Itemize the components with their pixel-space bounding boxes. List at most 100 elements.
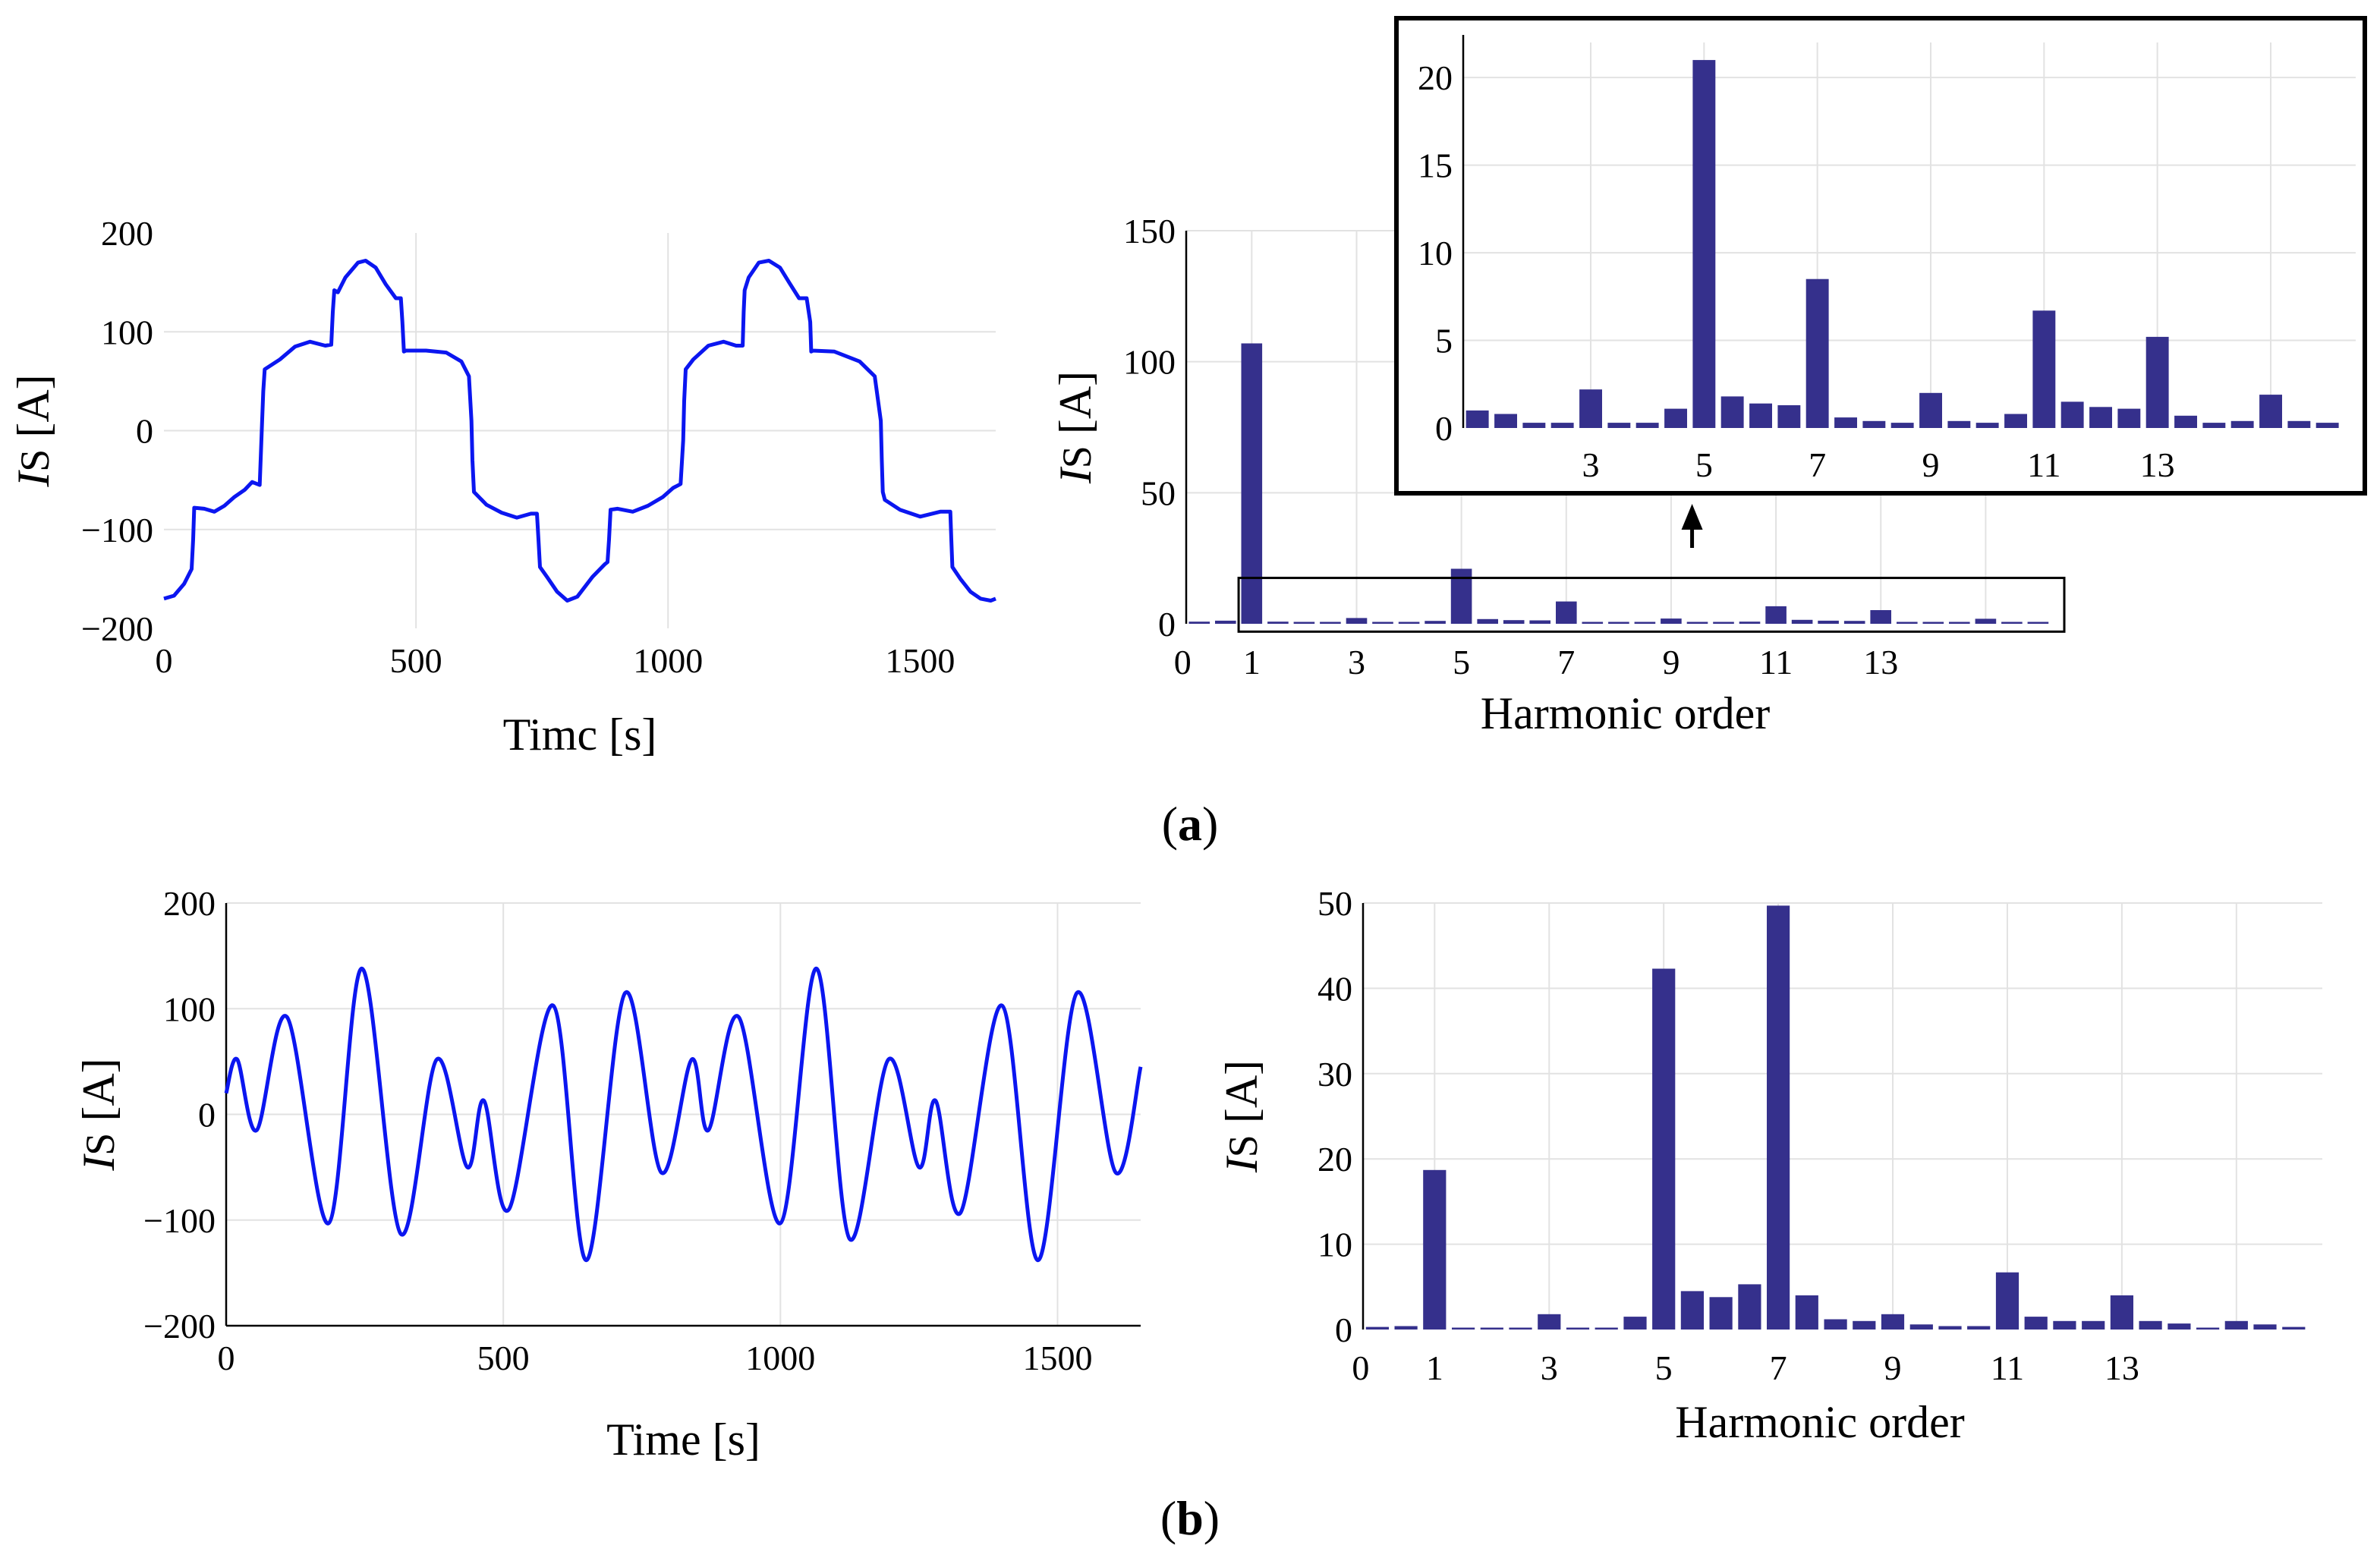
bar <box>1582 622 1604 624</box>
x-tick-label: 5 <box>1655 1348 1673 1387</box>
bar <box>1398 622 1420 624</box>
bar <box>1346 618 1368 624</box>
bar <box>1267 622 1289 624</box>
y-tick-label: 15 <box>1418 146 1453 185</box>
bar <box>2027 622 2049 624</box>
y-axis-label: IS [A] <box>1050 371 1100 484</box>
bar <box>1293 622 1315 624</box>
x-tick-label: 500 <box>390 641 442 680</box>
bar <box>2053 1320 2076 1330</box>
bar <box>1975 618 1997 624</box>
y-tick-label: 50 <box>1141 474 1176 512</box>
bar <box>1749 403 1772 428</box>
y-tick-label: 30 <box>1318 1055 1352 1094</box>
y-tick-label: 100 <box>163 990 216 1028</box>
series-line-is <box>163 259 996 603</box>
x-tick-label: 7 <box>1557 643 1575 681</box>
y-tick-label: 10 <box>1318 1226 1352 1264</box>
bar <box>1423 1169 1447 1330</box>
y-tick-label: 100 <box>1123 343 1176 382</box>
x-tick-label: 3 <box>1348 643 1365 681</box>
bar <box>1739 622 1761 624</box>
bar <box>1853 1320 1876 1330</box>
y-tick-label: 100 <box>101 313 153 351</box>
inset-frame <box>1394 16 2367 496</box>
bar <box>1791 619 1813 624</box>
bar <box>2196 1327 2220 1330</box>
bar <box>1550 423 1574 428</box>
bar <box>1566 1327 1590 1330</box>
bar <box>1477 618 1498 624</box>
x-axis-label: Harmonic order <box>1675 1397 1965 1447</box>
x-tick-label: 1000 <box>633 641 703 680</box>
bar <box>1709 1297 1733 1330</box>
bar <box>1777 405 1801 428</box>
y-tick-label: 50 <box>1318 884 1352 923</box>
bar <box>1738 1284 1761 1330</box>
x-tick-label: 13 <box>2105 1348 2139 1387</box>
series-line-is <box>224 966 1143 1263</box>
x-tick-label: 0 <box>156 641 173 680</box>
x-axis-label: Time [s] <box>606 1415 760 1465</box>
bar <box>1188 622 1210 624</box>
panel-label-b: (b) <box>1160 1491 1220 1545</box>
x-tick-label: 9 <box>1922 445 1940 484</box>
bar <box>2230 420 2254 428</box>
x-tick-label: 5 <box>1695 445 1713 484</box>
bar <box>1686 622 1708 624</box>
y-tick-label: 0 <box>1158 605 1176 644</box>
bar <box>2202 423 2226 428</box>
bar <box>1509 1327 1532 1330</box>
bar <box>1480 1327 1503 1330</box>
bar <box>1975 423 1999 428</box>
bar <box>1394 1326 1418 1330</box>
bar <box>1909 1324 1933 1330</box>
bar <box>2004 414 2027 428</box>
bar <box>2174 415 2197 428</box>
bar <box>2032 310 2056 428</box>
x-tick-label: 3 <box>1541 1348 1558 1387</box>
bar <box>2224 1320 2248 1330</box>
x-tick-label: 11 <box>1991 1348 2024 1387</box>
bar <box>1692 60 1716 428</box>
bar <box>1635 423 1659 428</box>
x-tick-label: 500 <box>477 1339 530 1377</box>
bar <box>1765 606 1787 624</box>
y-tick-label: −100 <box>143 1201 216 1240</box>
bar <box>1862 420 1886 428</box>
y-axis-label: IS [A] <box>8 374 58 487</box>
x-tick-label: 11 <box>2027 445 2060 484</box>
bar <box>1215 620 1236 624</box>
bar <box>1365 1326 1389 1330</box>
x-tick-label: 0 <box>1352 1348 1369 1387</box>
bar <box>1881 1314 1905 1330</box>
bar <box>1680 1291 1704 1330</box>
y-tick-label: −200 <box>143 1307 216 1345</box>
x-tick-label: 1500 <box>885 641 955 680</box>
bar <box>1579 389 1602 428</box>
bar <box>1556 601 1577 624</box>
y-tick-label: 10 <box>1418 234 1453 272</box>
y-tick-label: 20 <box>1318 1140 1352 1179</box>
bar <box>2024 1317 2048 1330</box>
bar <box>1947 420 1971 428</box>
x-tick-label: 1 <box>1426 1348 1443 1387</box>
bar <box>1607 423 1631 428</box>
y-tick-label: 0 <box>1435 409 1453 448</box>
bar <box>1713 622 1734 624</box>
bar <box>1870 610 1891 624</box>
x-tick-label: 5 <box>1453 643 1470 681</box>
panel-label-a: (a) <box>1162 797 1219 851</box>
y-tick-label: 0 <box>198 1096 216 1134</box>
bar <box>2060 401 2084 428</box>
x-axis-label: Harmonic order <box>1481 688 1771 738</box>
bar <box>1465 410 1489 428</box>
bar <box>2259 395 2282 428</box>
bar <box>1995 1272 2020 1330</box>
x-tick-label: 7 <box>1809 445 1826 484</box>
bar <box>1720 396 1744 428</box>
bar <box>1320 622 1341 624</box>
y-tick-label: 0 <box>136 412 153 451</box>
